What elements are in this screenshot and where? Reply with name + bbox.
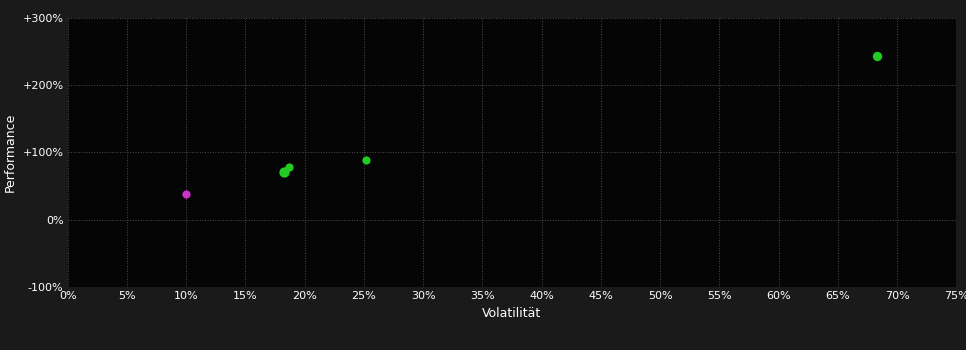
- X-axis label: Volatilität: Volatilität: [482, 307, 542, 320]
- Point: [179, 191, 194, 197]
- Y-axis label: Performance: Performance: [4, 113, 16, 192]
- Point: [281, 164, 297, 170]
- Point: [869, 53, 885, 59]
- Point: [358, 158, 374, 163]
- Point: [276, 170, 292, 175]
